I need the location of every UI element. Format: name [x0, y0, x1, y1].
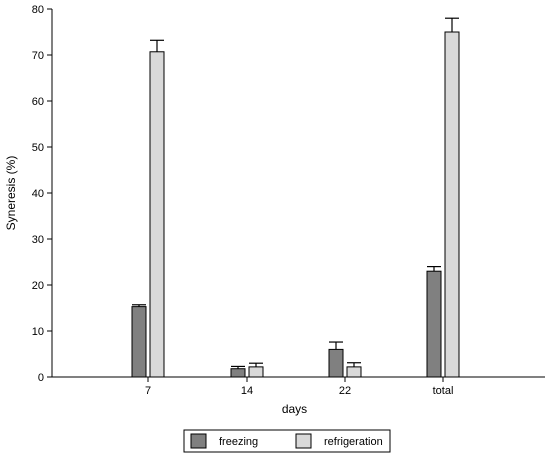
bars-group — [131, 17, 460, 378]
y-tick-label: 50 — [32, 142, 44, 154]
bar-refrigeration-total — [444, 31, 460, 378]
bar-refrigeration-7 — [149, 51, 165, 378]
legend-label-refrigeration: refrigeration — [324, 436, 383, 448]
legend: freezing refrigeration — [183, 429, 391, 453]
y-tick-label: 30 — [32, 234, 44, 246]
y-tick-label: 80 — [32, 4, 44, 16]
bar-refrigeration-14 — [248, 366, 264, 378]
y-tick-label: 70 — [32, 50, 44, 62]
legend-box — [183, 429, 391, 453]
x-tick-label-7: 7 — [145, 385, 151, 397]
x-axis: 7 14 22 total — [52, 376, 545, 397]
legend-swatch-freezing — [190, 433, 207, 449]
legend-swatch-refrigeration — [295, 433, 312, 449]
y-tick-label: 40 — [32, 188, 44, 200]
x-tick-label-22: 22 — [339, 385, 351, 397]
x-axis-title: days — [282, 402, 307, 416]
y-axis: 0 10 20 30 40 50 60 70 80 — [32, 4, 53, 384]
bar-freezing-22 — [328, 348, 344, 378]
x-tick-label-total: total — [433, 385, 454, 397]
x-tick-label-14: 14 — [241, 385, 253, 397]
y-tick-label: 20 — [32, 280, 44, 292]
y-tick-label: 0 — [38, 372, 44, 384]
bar-freezing-7 — [131, 306, 147, 378]
bar-freezing-total — [426, 270, 442, 378]
y-axis-title: Syneresis (%) — [4, 156, 18, 231]
y-tick-label: 10 — [32, 326, 44, 338]
y-tick-label: 60 — [32, 96, 44, 108]
bar-freezing-14 — [230, 368, 246, 378]
legend-label-freezing: freezing — [219, 436, 258, 448]
bar-refrigeration-22 — [346, 366, 362, 378]
